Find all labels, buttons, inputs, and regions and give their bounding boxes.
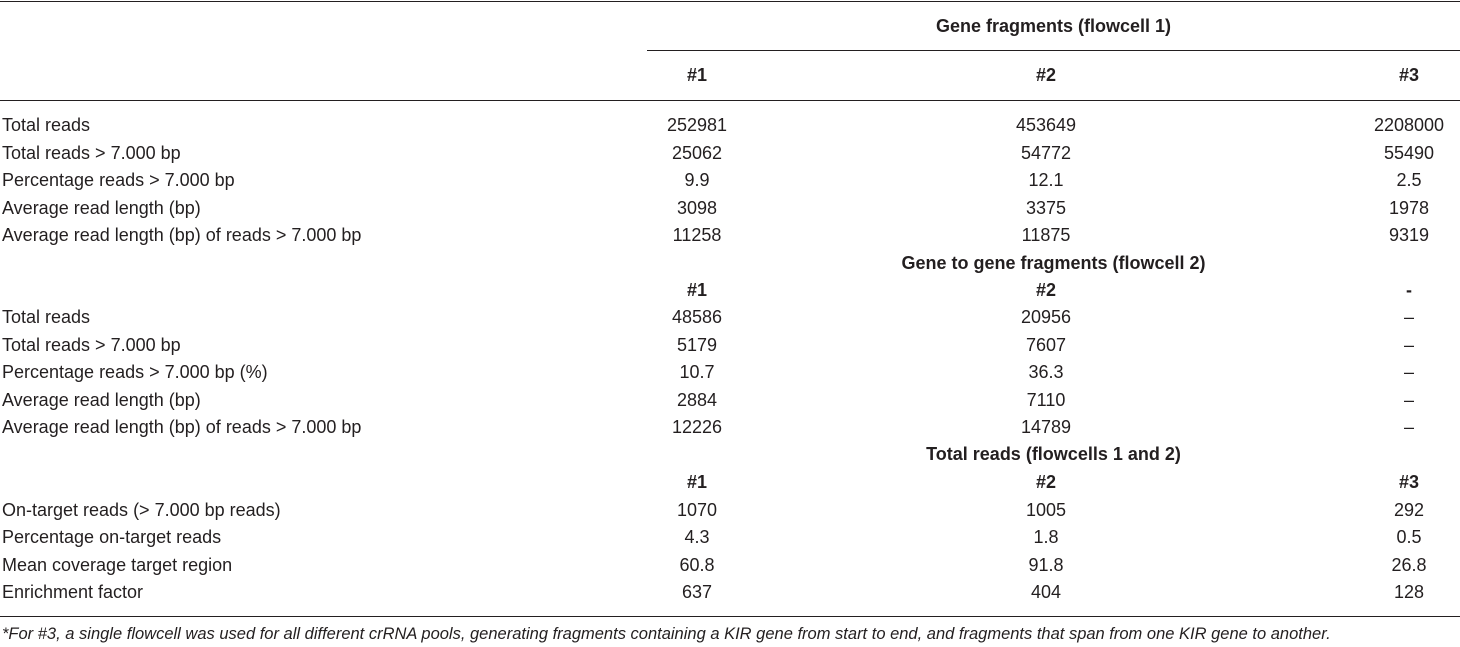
column-header: #3	[1398, 65, 1420, 85]
column-header: -	[1406, 280, 1412, 300]
table-cell: –	[1403, 390, 1415, 410]
table-cell: 128	[1393, 582, 1425, 602]
table-row: Mean coverage target region 60.8 91.8 26…	[0, 552, 1460, 579]
table-cell: 1978	[1388, 198, 1430, 218]
column-header: #1	[686, 65, 708, 85]
table-cell: 1005	[1025, 500, 1067, 520]
header-rule	[0, 100, 1460, 101]
table-cell: 2208000	[1373, 115, 1445, 135]
table-cell: 55490	[1383, 143, 1435, 163]
table-cell: 36.3	[1028, 362, 1064, 382]
table-row: Average read length (bp) of reads > 7.00…	[0, 222, 1460, 249]
column-header-row: #1 #2 #3	[0, 62, 1460, 89]
table-cell: 7110	[1026, 390, 1066, 410]
table-cell: 5179	[676, 335, 718, 355]
column-header: #3	[1398, 472, 1420, 492]
row-label: Total reads > 7.000 bp	[2, 143, 181, 163]
row-label: Total reads	[2, 307, 91, 327]
table-row: Total reads 48586 20956 –	[0, 304, 1460, 331]
table-cell: 7607	[1025, 335, 1067, 355]
table-cell: 0.5	[1396, 527, 1422, 547]
table-cell: 1.8	[1033, 527, 1059, 547]
table-cell: 252981	[666, 115, 728, 135]
table-cell: 9.9	[684, 170, 710, 190]
table-footnote: *For #3, a single flowcell was used for …	[2, 625, 1331, 643]
row-label: Total reads > 7.000 bp	[2, 335, 181, 355]
table-cell: 26.8	[1391, 555, 1427, 575]
table-cell: 404	[1030, 582, 1062, 602]
table-cell: 11875	[1021, 225, 1071, 245]
row-label: Total reads	[2, 115, 91, 135]
table-cell: 453649	[1015, 115, 1077, 135]
table-cell: 1070	[676, 500, 718, 520]
section-title-gene-to-gene: Gene to gene fragments (flowcell 2)	[901, 253, 1206, 273]
row-label: Average read length (bp) of reads > 7.00…	[2, 225, 362, 245]
column-header: #2	[1035, 472, 1057, 492]
table-cell: 10.7	[679, 362, 715, 382]
row-label: Percentage reads > 7.000 bp (%)	[2, 362, 268, 382]
row-label: Average read length (bp)	[2, 390, 201, 410]
table-row: Percentage reads > 7.000 bp (%) 10.7 36.…	[0, 359, 1460, 386]
row-label: Percentage reads > 7.000 bp	[2, 170, 235, 190]
table-row: Percentage reads > 7.000 bp 9.9 12.1 2.5	[0, 167, 1460, 194]
table-cell: 2.5	[1396, 170, 1422, 190]
table-cell: 292	[1393, 500, 1425, 520]
column-header: #1	[686, 472, 708, 492]
table-cell: 3098	[676, 198, 718, 218]
table-row: Total reads 252981 453649 2208000	[0, 112, 1460, 139]
table-cell: 12226	[671, 417, 723, 437]
table-cell: 2884	[676, 390, 718, 410]
table-cell: 637	[681, 582, 713, 602]
header-subrule	[647, 50, 1460, 51]
table-cell: –	[1403, 307, 1415, 327]
table-cell: –	[1403, 362, 1415, 382]
table-row: Average read length (bp) of reads > 7.00…	[0, 414, 1460, 441]
table-row: Total reads > 7.000 bp 25062 54772 55490	[0, 140, 1460, 167]
table-cell: 54772	[1020, 143, 1072, 163]
table-cell: 11258	[672, 225, 722, 245]
table-row: Total reads > 7.000 bp 5179 7607 –	[0, 332, 1460, 359]
column-header: #2	[1035, 280, 1057, 300]
column-header: #2	[1035, 65, 1057, 85]
row-label: On-target reads (> 7.000 bp reads)	[2, 500, 281, 520]
row-label: Average read length (bp)	[2, 198, 201, 218]
table-cell: –	[1403, 335, 1415, 355]
section-title-gene-fragments: Gene fragments (flowcell 1)	[935, 16, 1172, 36]
row-label: Percentage on-target reads	[2, 527, 222, 547]
table-cell: 48586	[671, 307, 723, 327]
column-header: #1	[686, 280, 708, 300]
bottom-rule	[0, 616, 1460, 617]
table-cell: 60.8	[679, 555, 715, 575]
table-cell: 25062	[671, 143, 723, 163]
table-row: Average read length (bp) 2884 7110 –	[0, 387, 1460, 414]
table-cell: 91.8	[1028, 555, 1064, 575]
row-label: Mean coverage target region	[2, 555, 233, 575]
table-row: Average read length (bp) 3098 3375 1978	[0, 195, 1460, 222]
table-row: Percentage on-target reads 4.3 1.8 0.5	[0, 524, 1460, 551]
row-label: Enrichment factor	[2, 582, 144, 602]
table-cell: 20956	[1020, 307, 1072, 327]
section-title-total-reads: Total reads (flowcells 1 and 2)	[926, 444, 1181, 464]
column-header-row: #1 #2 -	[0, 277, 1460, 304]
table-cell: 14789	[1020, 417, 1072, 437]
table-cell: 3375	[1025, 198, 1067, 218]
top-rule	[0, 1, 1460, 2]
table-row: On-target reads (> 7.000 bp reads) 1070 …	[0, 497, 1460, 524]
table-row: Enrichment factor 637 404 128	[0, 579, 1460, 606]
table-cell: 9319	[1388, 225, 1430, 245]
column-header-row: #1 #2 #3	[0, 469, 1460, 496]
row-label: Average read length (bp) of reads > 7.00…	[2, 417, 362, 437]
table-cell: 12.1	[1028, 170, 1064, 190]
table-cell: 4.3	[684, 527, 710, 547]
table-cell: –	[1403, 417, 1415, 437]
